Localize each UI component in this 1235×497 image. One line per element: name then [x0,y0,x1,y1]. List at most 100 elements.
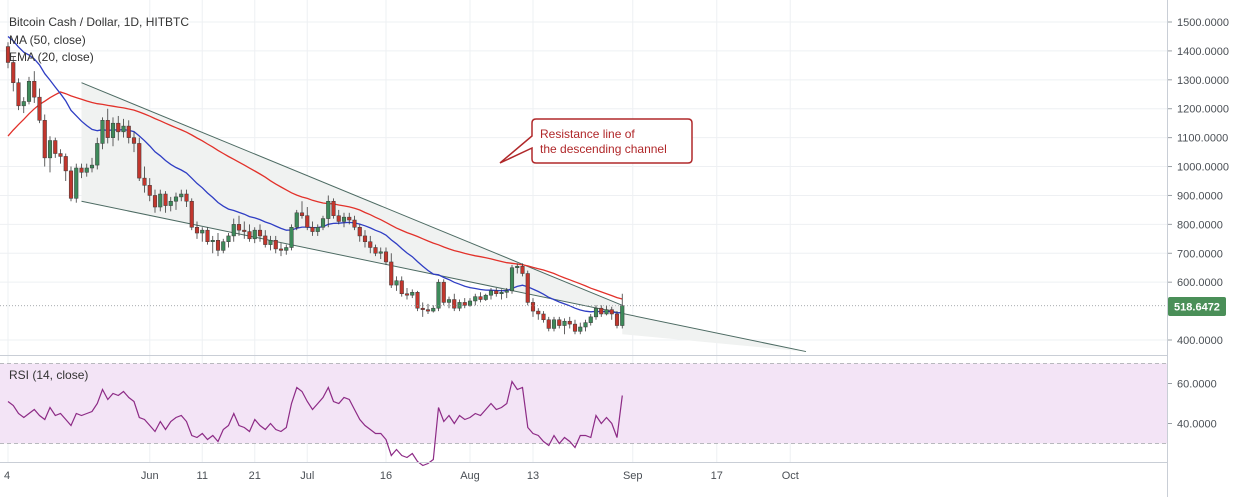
candle-down [189,200,194,228]
time-tick-label: 11 [197,470,208,482]
candle-down [63,156,68,172]
candle-up [326,200,331,219]
candle-up [294,212,299,228]
candlestick-series [5,42,625,335]
candle-down [357,227,362,237]
candle-down [236,224,242,231]
candle-down [347,216,352,221]
candle-up [200,229,205,234]
candle-down [310,227,315,232]
candle-up [158,193,163,208]
candle-down [541,313,546,321]
candle-up [509,267,515,292]
candle-down [184,193,189,202]
candle-down [278,248,284,251]
time-tick-label: 17 [711,470,723,482]
candle-up [483,294,488,300]
candle-down [305,215,310,228]
candle-up [168,200,173,206]
candle-down [16,82,21,107]
candle-down [373,247,378,254]
candle-up [210,240,215,242]
candle-up [488,290,494,296]
candle-up [588,316,593,323]
candle-down [273,240,278,250]
time-tick-label: Aug [460,470,480,482]
candle-up [268,240,273,245]
candle-down [142,177,147,186]
candle-down [546,319,551,329]
ma-legend: MA (50, close) [9,33,86,47]
candle-down [425,309,431,312]
time-tick-label: 4 [4,470,10,482]
candle-up [620,305,625,326]
candle-up [289,227,294,248]
candle-up [179,193,184,198]
candle-down [68,170,74,199]
candle-down [131,137,137,144]
rsi-line [7,380,623,467]
annotation-text: Resistance line of the descending channe… [540,127,667,157]
price-tick-label: 1000.0000 [1177,162,1229,174]
last-price-label: 518.6472 [1168,297,1226,316]
candle-down [399,280,404,294]
candle-down [53,140,58,154]
candle-down [205,229,210,242]
candle-up [562,320,567,326]
candle-up [100,120,105,144]
candle-up [315,227,320,232]
time-tick-label: Sep [623,470,643,482]
rsi-legend: RSI (14, close) [9,368,89,382]
candle-up [173,196,179,202]
candle-up [604,309,609,315]
channel-resistance-line [81,82,623,306]
candle-up [320,218,326,228]
time-tick-label: Jun [141,470,159,482]
candle-down [567,320,572,325]
candle-down [452,299,457,309]
candle-up [47,140,53,159]
price-axis[interactable]: 1500.0000 1400.0000 1300.0000 1200.0000 1100… [1168,17,1229,347]
candle-down [525,273,530,303]
candle-down [11,62,16,83]
ma-50-line [7,91,623,300]
candle-down [614,313,620,326]
candle-down [336,215,341,222]
candle-down [441,281,446,303]
candle-up [21,101,26,107]
candle-up [551,319,557,329]
candle-down [37,96,42,121]
last-price-badge [1168,297,1226,316]
price-tick-label: 800.0000 [1177,219,1223,231]
candle-up [431,307,436,312]
rsi-axis[interactable]: 60.0000 40.0000 [1168,379,1217,431]
candle-down [383,251,389,263]
time-tick-label: 21 [249,470,261,482]
candle-down [530,302,536,312]
candle-up [515,266,520,268]
candle-up [436,281,441,309]
candle-up [378,251,383,254]
candle-down [152,195,158,208]
candle-down [163,193,168,206]
candle-down [415,292,420,309]
callout-bubble [499,118,693,164]
time-axis[interactable]: 4 Jun 11 21 Jul 16 Aug 13 Sep 17 Oct [4,470,799,482]
candle-up [499,292,504,294]
candle-down [126,125,131,138]
candle-up [410,292,415,296]
candle-down [116,122,121,133]
candle-down [389,261,394,286]
candle-up [473,296,478,302]
descending-channel-area [81,82,806,352]
candle-down [609,309,614,315]
candle-up [74,167,79,199]
candle-down [352,219,357,228]
candle-up [226,235,231,242]
candle-down [557,319,562,326]
time-tick-label: Jul [300,470,314,482]
candle-down [242,229,247,232]
candle-up [457,302,462,309]
candle-up [121,125,126,133]
